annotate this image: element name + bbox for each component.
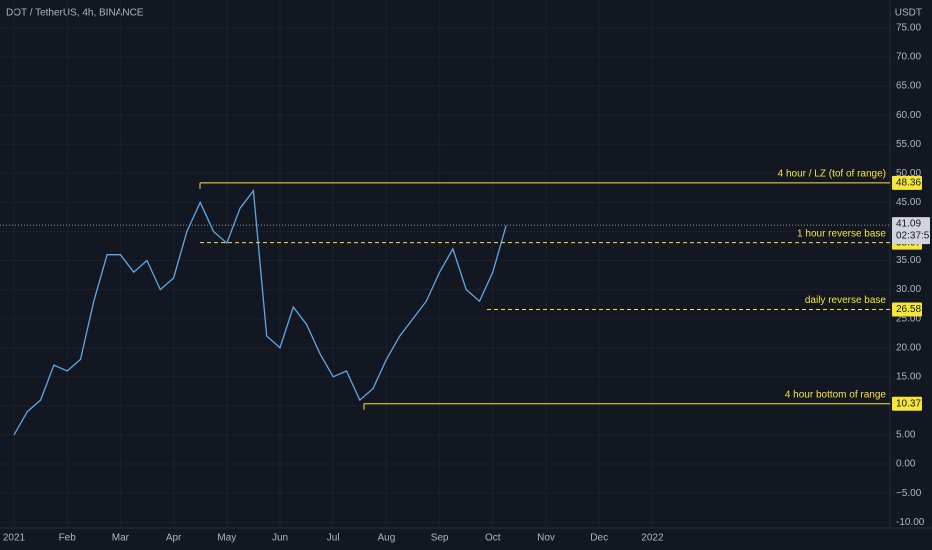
y-tick-label: 20.00 xyxy=(896,342,921,353)
current-price-label: 41.09 xyxy=(896,219,921,230)
level-price-label: 48.36 xyxy=(896,177,921,188)
y-tick-label: -10.00 xyxy=(896,517,925,528)
level-text: daily reverse base xyxy=(805,295,887,306)
current-price-box xyxy=(892,217,930,245)
x-tick-label: May xyxy=(217,533,236,544)
level-price-box xyxy=(892,396,922,411)
y-tick-label: 30.00 xyxy=(896,284,921,295)
y-tick-label: 0.00 xyxy=(896,459,916,470)
x-tick-label: Feb xyxy=(59,533,77,544)
y-tick-label: 15.00 xyxy=(896,371,921,382)
y-tick-label: 70.00 xyxy=(896,52,921,63)
level-price-box xyxy=(892,302,922,317)
x-tick-label: Dec xyxy=(590,533,608,544)
x-tick-label: Jul xyxy=(327,533,340,544)
x-tick-label: Oct xyxy=(485,533,501,544)
y-tick-label: 50.00 xyxy=(896,168,921,179)
y-tick-label: 5.00 xyxy=(896,430,916,441)
countdown-label: 02:37:57 xyxy=(896,231,932,242)
x-tick-label: 2021 xyxy=(3,533,26,544)
price-line xyxy=(13,189,507,436)
x-tick-label: Sep xyxy=(431,533,449,544)
level-text: 4 hour / LZ (tof of range) xyxy=(778,168,886,179)
x-tick-label: Nov xyxy=(537,533,555,544)
currency-label: USDT xyxy=(895,8,922,19)
level-price-box xyxy=(892,175,922,190)
x-tick-label: 2022 xyxy=(641,533,664,544)
y-tick-label: 65.00 xyxy=(896,81,921,92)
x-tick-label: Apr xyxy=(166,533,182,544)
y-tick-label: 45.00 xyxy=(896,197,921,208)
y-tick-label: 60.00 xyxy=(896,110,921,121)
level-price-label: 26.58 xyxy=(896,304,921,315)
x-tick-label: Aug xyxy=(378,533,396,544)
level-price-label: 10.37 xyxy=(896,398,921,409)
y-tick-label: 35.00 xyxy=(896,255,921,266)
level-text: 1 hour reverse base xyxy=(797,228,886,239)
y-tick-label: −5.00 xyxy=(896,488,922,499)
level-text: 4 hour bottom of range xyxy=(785,389,887,400)
chart-title: DOT / TetherUS, 4h, BINANCE xyxy=(6,8,144,19)
y-tick-label: 25.00 xyxy=(896,313,921,324)
x-tick-label: Mar xyxy=(112,533,130,544)
x-tick-label: Jun xyxy=(272,533,288,544)
y-tick-label: 55.00 xyxy=(896,139,921,150)
y-tick-label: 75.00 xyxy=(896,23,921,34)
